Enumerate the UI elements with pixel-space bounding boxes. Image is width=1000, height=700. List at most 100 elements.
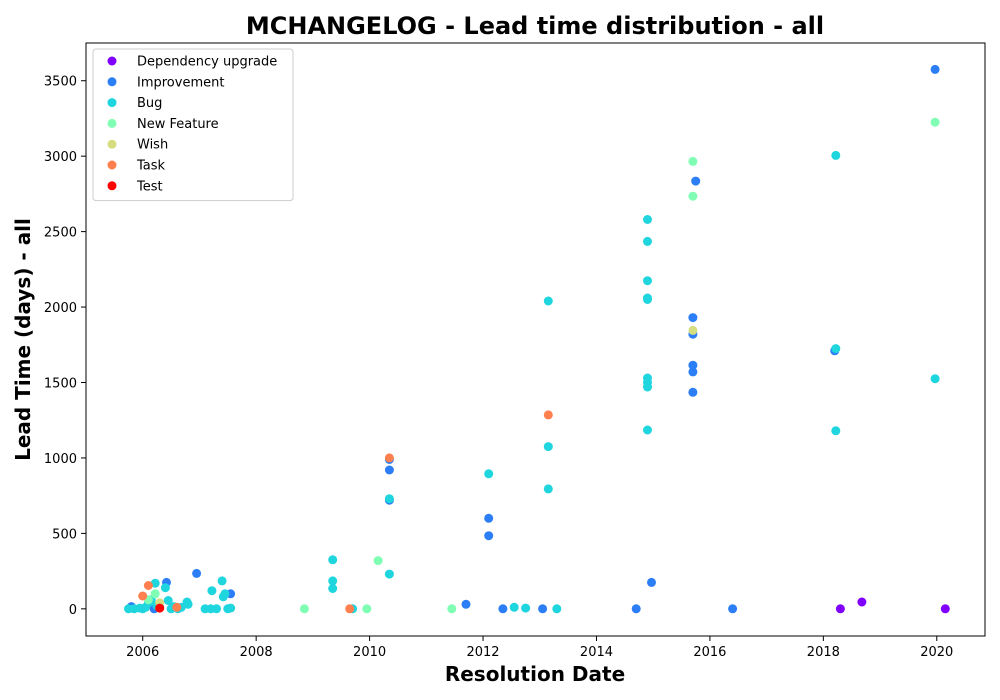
x-tick-label: 2014: [580, 645, 613, 660]
y-tick-label: 0: [69, 603, 77, 618]
x-axis: 2006 2008 2010 2012 2014 2016 2018 2020: [126, 636, 953, 660]
point-task-5: [543, 410, 553, 420]
legend-marker-task: [107, 160, 117, 170]
point-bug-11: [163, 596, 173, 605]
y-axis-title: Lead Time (days) - all: [11, 218, 35, 461]
point-test-0: [155, 603, 165, 613]
legend-label-test: Test: [136, 179, 163, 194]
x-tick-label: 2008: [240, 645, 273, 660]
point-bug-31: [384, 569, 394, 579]
legend-box: [92, 48, 294, 202]
point-bug-44: [643, 295, 652, 304]
legend-marker-improvement: [107, 77, 117, 87]
point-bug-47: [643, 382, 652, 392]
point-improvement-20: [688, 387, 698, 397]
point-task-3: [345, 604, 355, 614]
point-bug-52: [930, 374, 940, 384]
point-bug-48: [643, 425, 652, 435]
point-improvement-13: [538, 604, 548, 614]
x-tick-label: 2018: [807, 645, 840, 660]
point-bug-38: [543, 484, 553, 494]
point-new-feature-1: [150, 589, 160, 599]
point-bug-28: [328, 576, 338, 586]
point-new-feature-2: [299, 604, 309, 614]
y-tick-label: 1000: [44, 452, 77, 467]
y-tick-label: 2500: [44, 226, 77, 241]
point-dependency-upgrade-0: [835, 604, 845, 614]
y-tick-label: 3500: [44, 75, 77, 90]
legend-label-wish: Wish: [137, 138, 168, 153]
legend-label-bug: Bug: [137, 96, 162, 111]
point-bug-32: [384, 494, 394, 504]
point-new-feature-6: [688, 156, 698, 166]
point-bug-21: [212, 604, 221, 614]
point-improvement-24: [930, 64, 940, 74]
point-bug-40: [643, 215, 652, 224]
x-tick-label: 2006: [126, 645, 159, 660]
point-task-1: [143, 581, 153, 590]
legend-marker-test: [107, 181, 117, 191]
chart-title: MCHANGELOG - Lead time distribution - al…: [246, 12, 824, 40]
point-improvement-4: [192, 568, 202, 578]
x-tick-label: 2016: [693, 645, 726, 660]
point-improvement-22: [728, 604, 738, 614]
point-improvement-9: [461, 599, 471, 609]
point-improvement-7: [384, 465, 394, 475]
point-bug-50: [831, 344, 841, 354]
y-axis: 0 500 1000 1500 2000 2500 3000 3500: [44, 75, 86, 618]
point-new-feature-7: [688, 191, 698, 201]
point-bug-39: [552, 604, 562, 614]
x-tick-label: 2010: [353, 645, 386, 660]
point-dependency-upgrade-1: [857, 597, 867, 607]
point-bug-51: [831, 426, 841, 436]
point-bug-42: [643, 276, 652, 286]
point-improvement-16: [688, 313, 698, 323]
point-new-feature-3: [362, 604, 372, 614]
point-bug-41: [643, 236, 652, 246]
x-axis-title: Resolution Date: [445, 662, 625, 686]
point-bug-10: [160, 583, 170, 593]
point-dependency-upgrade-2: [940, 604, 950, 614]
point-task-2: [172, 602, 182, 612]
legend-label-task: Task: [136, 159, 166, 174]
point-bug-35: [521, 603, 531, 613]
x-tick-label: 2020: [920, 645, 953, 660]
point-bug-27: [328, 555, 338, 565]
legend-label-dependency-upgrade: Dependency upgrade: [137, 55, 277, 70]
legend-marker-new-feature: [107, 118, 117, 128]
point-bug-29: [328, 584, 338, 593]
point-new-feature-4: [373, 556, 383, 566]
point-new-feature-8: [930, 117, 940, 127]
y-tick-label: 500: [52, 527, 77, 542]
point-bug-22: [217, 576, 227, 586]
point-bug-33: [484, 469, 494, 479]
legend-marker-dependency-upgrade: [107, 56, 117, 66]
point-improvement-15: [647, 577, 656, 587]
point-improvement-11: [484, 531, 494, 541]
point-improvement-14: [631, 604, 641, 614]
point-bug-34: [509, 602, 519, 612]
point-bug-37: [543, 442, 553, 452]
point-bug-20: [207, 586, 217, 596]
legend-label-improvement: Improvement: [137, 75, 224, 90]
point-task-0: [138, 591, 148, 601]
point-task-4: [384, 453, 394, 463]
x-tick-label: 2012: [466, 645, 499, 660]
legend-label-new-feature: New Feature: [137, 117, 219, 132]
data-points: [124, 64, 950, 614]
point-bug-36: [543, 296, 553, 306]
point-improvement-12: [498, 604, 508, 614]
point-bug-26: [226, 603, 236, 613]
point-bug-17: [183, 599, 193, 609]
y-tick-label: 2000: [44, 301, 77, 316]
legend-marker-bug: [107, 98, 117, 108]
point-improvement-19: [688, 367, 698, 377]
point-new-feature-5: [447, 604, 457, 614]
point-bug-49: [831, 150, 841, 160]
point-bug-24: [220, 589, 230, 599]
point-improvement-21: [691, 176, 701, 186]
legend-marker-wish: [107, 139, 117, 149]
point-wish-1: [688, 325, 698, 335]
y-tick-label: 3000: [44, 150, 77, 165]
